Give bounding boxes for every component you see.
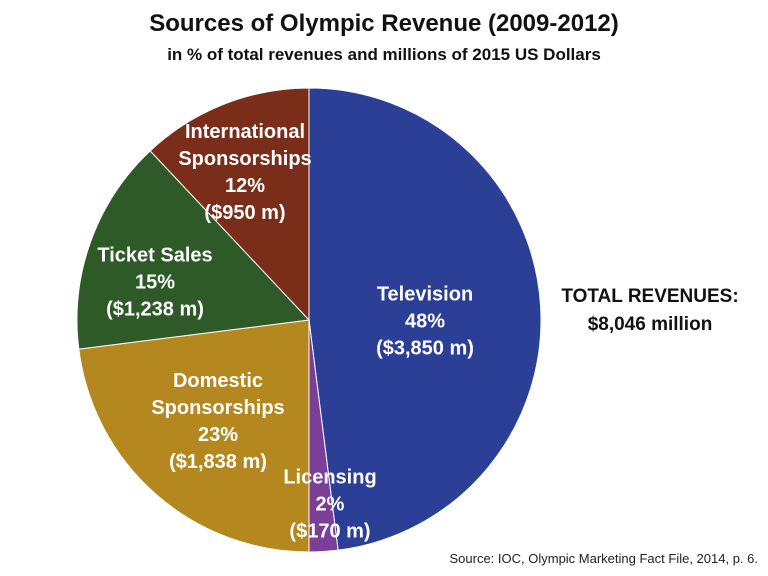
category-label: Licensing [283, 466, 377, 489]
amount-label: ($1,838 m) [169, 451, 267, 473]
percent-label: 23% [197, 424, 239, 446]
slice-label: International Sponsorships 12% ($950 m) [165, 119, 325, 227]
percent-label: 15% [134, 271, 176, 294]
pie-slice [149, 87, 310, 322]
slice-label: Domestic Sponsorships 23% ($1,838 m) [138, 368, 298, 476]
amount-label: ($1,238 m) [106, 298, 204, 321]
category-label: Television [376, 283, 474, 306]
amount-label: ($170 m) [289, 520, 371, 543]
percent-label: 48% [404, 310, 446, 333]
slice-label: Ticket Sales 15% ($1,238 m) [85, 243, 225, 324]
chart-title: Sources of Olympic Revenue (2009-2012) [149, 10, 619, 37]
chart-subtitle: in % of total revenues and millions of 2… [167, 45, 601, 64]
total-box: TOTAL REVENUES: $8,046 million [545, 283, 755, 339]
category-label: Domestic Sponsorships [151, 370, 285, 419]
pie-slice [308, 87, 542, 551]
source-note: Source: IOC, Olympic Marketing Fact File… [449, 551, 758, 566]
amount-label: ($950 m) [204, 202, 286, 224]
total-heading: TOTAL REVENUES: [561, 286, 739, 307]
category-label: Ticket Sales [97, 244, 213, 267]
percent-label: 12% [224, 175, 266, 197]
category-label: International Sponsorships [178, 121, 312, 170]
pie-slice [78, 319, 310, 553]
slice-label: Licensing 2% ($170 m) [270, 465, 390, 546]
amount-label: ($3,850 m) [376, 337, 474, 360]
total-value: $8,046 million [587, 314, 713, 335]
slice-label: Television 48% ($3,850 m) [345, 282, 505, 363]
percent-label: 2% [315, 493, 345, 516]
pie-slice [76, 150, 311, 350]
